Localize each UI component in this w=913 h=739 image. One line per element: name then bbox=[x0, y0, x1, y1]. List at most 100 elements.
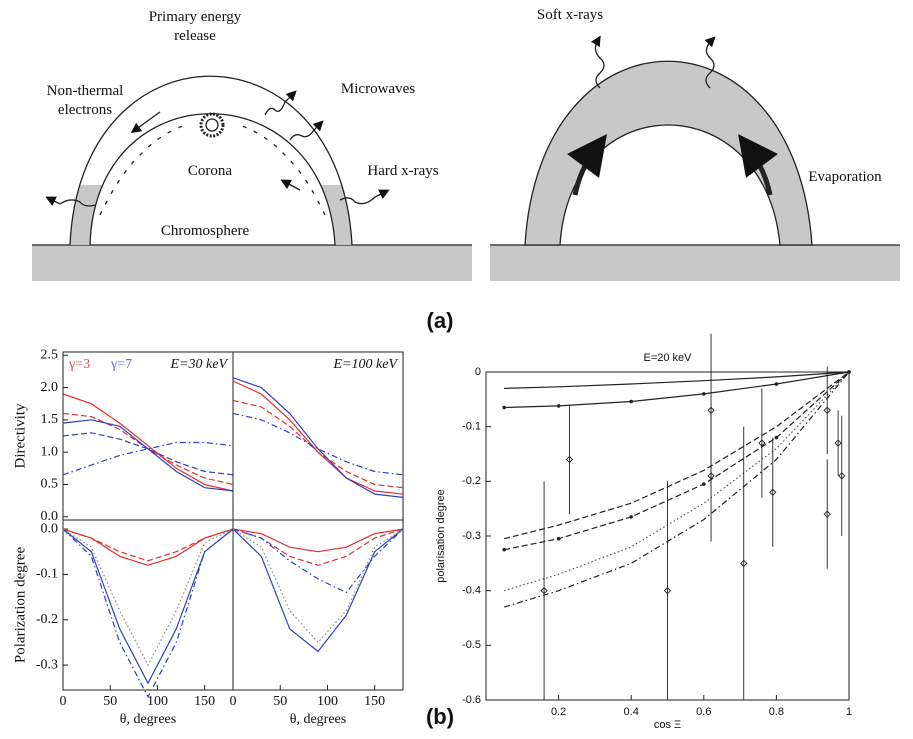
data-line bbox=[62, 419, 234, 492]
diagram-label: Non-thermal electrons bbox=[46, 83, 124, 118]
data-line bbox=[62, 528, 234, 667]
y-tick-label: -0.2 bbox=[462, 475, 481, 487]
data-point bbox=[502, 405, 506, 410]
panel-title: E=100 keV bbox=[333, 357, 399, 372]
x-tick-label: 0.8 bbox=[769, 706, 784, 718]
data-point bbox=[774, 382, 779, 386]
x-tick-label: 0.6 bbox=[696, 706, 711, 718]
diagram-label: Primary energy release bbox=[148, 9, 242, 44]
y-tick-label: 0 bbox=[475, 366, 481, 378]
x-axis-label: θ, degrees bbox=[290, 712, 346, 727]
y-tick-label: 1.0 bbox=[41, 444, 59, 459]
data-line bbox=[232, 399, 404, 489]
plot-frame bbox=[62, 351, 234, 521]
data-point bbox=[502, 547, 506, 552]
data-point bbox=[847, 370, 851, 374]
diagram-label: Evaporation bbox=[808, 169, 882, 185]
data-point bbox=[823, 406, 831, 414]
y-tick-label: -0.1 bbox=[462, 421, 481, 433]
y-tick-label: -0.3 bbox=[462, 530, 481, 542]
diagram-label: Chromosphere bbox=[160, 223, 250, 239]
x-tick-label: 50 bbox=[103, 694, 117, 709]
data-point bbox=[629, 399, 633, 404]
x-tick-label: 0.2 bbox=[551, 706, 566, 718]
x-tick-label: 100 bbox=[147, 694, 168, 709]
data-line bbox=[232, 528, 404, 653]
y-tick-label: -0.2 bbox=[36, 612, 58, 627]
data-point bbox=[565, 455, 574, 464]
data-point bbox=[838, 472, 846, 480]
y-tick-label: -0.3 bbox=[36, 657, 58, 672]
data-line bbox=[232, 528, 404, 594]
plot-frame bbox=[232, 519, 404, 691]
diagram-label: Corona bbox=[187, 163, 233, 179]
data-point bbox=[702, 482, 706, 486]
x-tick-label: 1 bbox=[846, 706, 852, 718]
data-line bbox=[504, 371, 850, 409]
data-point bbox=[769, 488, 777, 496]
panel-label: (a) bbox=[427, 308, 454, 333]
data-line bbox=[62, 441, 234, 476]
y-tick-label: 0.5 bbox=[41, 477, 59, 492]
data-point bbox=[663, 587, 672, 595]
diagram-label: Hard x-rays bbox=[367, 163, 439, 179]
data-line bbox=[503, 371, 850, 551]
y-tick-label: 1.5 bbox=[41, 412, 59, 427]
data-line bbox=[232, 528, 404, 566]
data-line bbox=[62, 393, 234, 492]
y-tick-label: -0.5 bbox=[462, 639, 481, 651]
data-line bbox=[232, 528, 404, 553]
x-tick-label: 50 bbox=[273, 694, 287, 709]
data-line bbox=[232, 380, 404, 495]
data-line bbox=[62, 528, 234, 699]
data-line bbox=[62, 528, 234, 566]
y-tick-label: -0.6 bbox=[462, 694, 481, 706]
data-line bbox=[232, 528, 404, 644]
y-axis-label: Directivity bbox=[12, 403, 28, 468]
x-tick-label: 0.4 bbox=[624, 706, 639, 718]
annotation: γ=3 bbox=[68, 357, 90, 372]
y-tick-label: 0.0 bbox=[41, 509, 59, 524]
plots: 0.0 0.5 1.0 1.5 2.0 2.5 E=30 keV γ=3 γ=7 Directiv… bbox=[12, 333, 852, 731]
data-point bbox=[629, 515, 633, 519]
data-point bbox=[556, 404, 561, 408]
data-point bbox=[823, 510, 831, 518]
flare-loop-diagram bbox=[32, 75, 472, 281]
data-line bbox=[504, 371, 850, 389]
x-tick-label: 0 bbox=[230, 694, 237, 709]
x-tick-label: 0 bbox=[60, 694, 67, 709]
data-point bbox=[758, 439, 766, 447]
annotation: γ=7 bbox=[110, 357, 132, 372]
x-tick-label: 150 bbox=[194, 694, 215, 709]
diagram-label: Soft x-rays bbox=[536, 7, 604, 23]
data-point bbox=[540, 587, 548, 595]
data-line bbox=[62, 528, 234, 562]
data-line bbox=[62, 432, 234, 476]
evaporation-diagram bbox=[490, 35, 900, 281]
x-tick-label: 150 bbox=[364, 694, 385, 709]
panel-title: E=30 keV bbox=[170, 357, 229, 372]
data-point bbox=[707, 472, 715, 480]
x-axis-label: θ, degrees bbox=[120, 712, 176, 727]
y-tick-label: 2.0 bbox=[41, 380, 59, 395]
y-tick-label: 0.0 bbox=[41, 521, 59, 536]
data-point bbox=[834, 439, 842, 447]
data-line bbox=[62, 528, 234, 685]
data-point bbox=[774, 435, 779, 440]
y-axis-label: polarisation degree bbox=[435, 489, 447, 583]
data-point bbox=[702, 392, 706, 396]
data-line bbox=[503, 371, 850, 608]
x-tick-label: 100 bbox=[317, 694, 338, 709]
diagram-label: Microwaves bbox=[340, 81, 416, 97]
data-line bbox=[232, 412, 404, 476]
x-axis-label: cos Ξ bbox=[654, 719, 681, 731]
y-tick-label: -0.1 bbox=[36, 567, 58, 582]
chart-title: E=20 keV bbox=[643, 352, 692, 364]
data-point bbox=[740, 559, 748, 567]
y-axis-label: Polarization degree bbox=[12, 547, 28, 664]
data-line bbox=[503, 371, 850, 592]
y-tick-label: -0.4 bbox=[462, 585, 481, 597]
panel-label: (b) bbox=[426, 704, 454, 729]
